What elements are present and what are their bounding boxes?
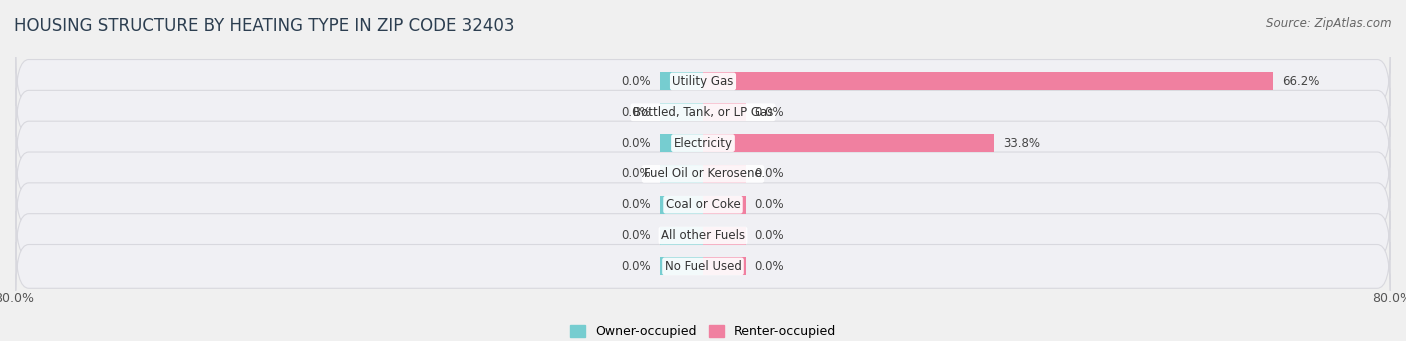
Text: 0.0%: 0.0%: [621, 260, 651, 273]
Text: Electricity: Electricity: [673, 137, 733, 150]
Text: 0.0%: 0.0%: [755, 229, 785, 242]
FancyBboxPatch shape: [15, 180, 1391, 229]
Text: Coal or Coke: Coal or Coke: [665, 198, 741, 211]
Text: All other Fuels: All other Fuels: [661, 229, 745, 242]
Bar: [703, 134, 994, 152]
Bar: [659, 196, 703, 214]
Bar: [659, 257, 703, 275]
Bar: [703, 73, 1272, 90]
FancyBboxPatch shape: [15, 150, 1391, 198]
FancyBboxPatch shape: [15, 88, 1391, 137]
Bar: [703, 257, 747, 275]
Text: 0.0%: 0.0%: [755, 167, 785, 180]
Legend: Owner-occupied, Renter-occupied: Owner-occupied, Renter-occupied: [565, 320, 841, 341]
Text: Fuel Oil or Kerosene: Fuel Oil or Kerosene: [644, 167, 762, 180]
Text: 0.0%: 0.0%: [621, 167, 651, 180]
Bar: [703, 165, 747, 183]
Text: No Fuel Used: No Fuel Used: [665, 260, 741, 273]
Text: 0.0%: 0.0%: [755, 106, 785, 119]
Bar: [659, 134, 703, 152]
Text: 0.0%: 0.0%: [755, 260, 785, 273]
Text: HOUSING STRUCTURE BY HEATING TYPE IN ZIP CODE 32403: HOUSING STRUCTURE BY HEATING TYPE IN ZIP…: [14, 17, 515, 35]
Text: Bottled, Tank, or LP Gas: Bottled, Tank, or LP Gas: [633, 106, 773, 119]
Bar: [703, 227, 747, 244]
FancyBboxPatch shape: [15, 57, 1391, 106]
Text: 0.0%: 0.0%: [755, 198, 785, 211]
Text: 0.0%: 0.0%: [621, 75, 651, 88]
Bar: [659, 227, 703, 244]
Bar: [703, 103, 747, 121]
Text: 66.2%: 66.2%: [1282, 75, 1319, 88]
Text: Source: ZipAtlas.com: Source: ZipAtlas.com: [1267, 17, 1392, 30]
Text: 33.8%: 33.8%: [1002, 137, 1039, 150]
Text: 0.0%: 0.0%: [621, 229, 651, 242]
Bar: [659, 103, 703, 121]
Text: 0.0%: 0.0%: [621, 137, 651, 150]
FancyBboxPatch shape: [15, 242, 1391, 291]
Bar: [659, 165, 703, 183]
Text: Utility Gas: Utility Gas: [672, 75, 734, 88]
Text: 0.0%: 0.0%: [621, 106, 651, 119]
Text: 0.0%: 0.0%: [621, 198, 651, 211]
Bar: [703, 196, 747, 214]
FancyBboxPatch shape: [15, 119, 1391, 167]
Bar: [659, 73, 703, 90]
FancyBboxPatch shape: [15, 211, 1391, 260]
